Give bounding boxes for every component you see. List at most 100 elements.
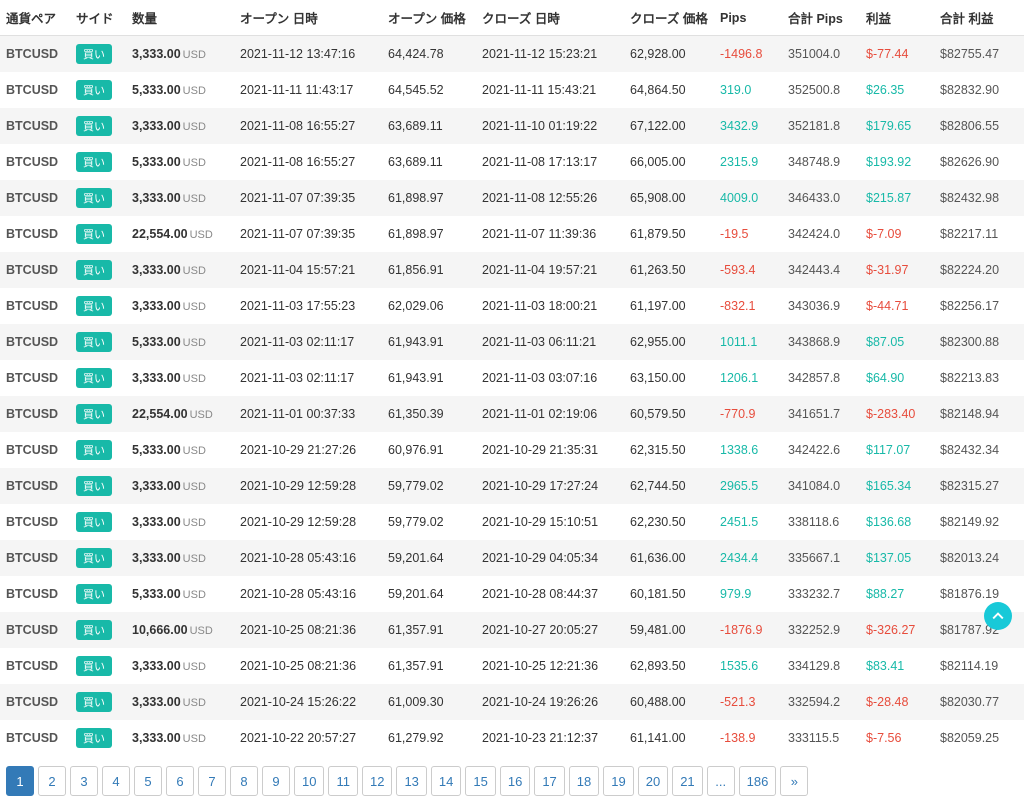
table-row: BTCUSD買い3,333.00USD2021-10-29 12:59:2859… (0, 468, 1024, 504)
cell-open-dt: 2021-10-28 05:43:16 (234, 576, 382, 612)
buy-badge: 買い (76, 44, 112, 64)
col-total-profit[interactable]: 合計 利益 (934, 0, 1024, 36)
table-row: BTCUSD買い22,554.00USD2021-11-01 00:37:336… (0, 396, 1024, 432)
cell-pips: 979.9 (714, 576, 782, 612)
cell-side: 買い (70, 720, 126, 756)
cell-total-pips: 342443.4 (782, 252, 860, 288)
cell-open-dt: 2021-11-03 02:11:17 (234, 360, 382, 396)
cell-pips: -593.4 (714, 252, 782, 288)
table-row: BTCUSD買い3,333.00USD2021-10-24 15:26:2261… (0, 684, 1024, 720)
pagination: 123456789101112131415161718192021...186» (0, 756, 1024, 802)
col-total-pips[interactable]: 合計 Pips (782, 0, 860, 36)
cell-pair: BTCUSD (0, 252, 70, 288)
cell-qty: 5,333.00USD (126, 576, 234, 612)
page-button-14[interactable]: 14 (431, 766, 461, 796)
scroll-to-top-button[interactable] (984, 602, 1012, 630)
page-button-11[interactable]: 11 (328, 766, 358, 796)
buy-badge: 買い (76, 260, 112, 280)
col-open-dt[interactable]: オープン 日時 (234, 0, 382, 36)
cell-pips: 1011.1 (714, 324, 782, 360)
col-side[interactable]: サイド (70, 0, 126, 36)
cell-qty: 3,333.00USD (126, 504, 234, 540)
cell-qty: 5,333.00USD (126, 144, 234, 180)
page-button-19[interactable]: 19 (603, 766, 633, 796)
page-button-9[interactable]: 9 (262, 766, 290, 796)
cell-total-pips: 341651.7 (782, 396, 860, 432)
cell-pair: BTCUSD (0, 108, 70, 144)
cell-pair: BTCUSD (0, 612, 70, 648)
page-button-5[interactable]: 5 (134, 766, 162, 796)
cell-total-profit: $82059.25 (934, 720, 1024, 756)
col-open-price[interactable]: オープン 価格 (382, 0, 476, 36)
cell-close-price: 62,315.50 (624, 432, 714, 468)
cell-side: 買い (70, 540, 126, 576)
table-row: BTCUSD買い3,333.00USD2021-11-03 02:11:1761… (0, 360, 1024, 396)
page-button-13[interactable]: 13 (396, 766, 426, 796)
cell-close-dt: 2021-11-03 06:11:21 (476, 324, 624, 360)
cell-side: 買い (70, 288, 126, 324)
page-button-15[interactable]: 15 (465, 766, 495, 796)
cell-close-price: 62,230.50 (624, 504, 714, 540)
cell-profit: $26.35 (860, 72, 934, 108)
cell-close-dt: 2021-11-08 17:13:17 (476, 144, 624, 180)
page-button-18[interactable]: 18 (569, 766, 599, 796)
page-button-12[interactable]: 12 (362, 766, 392, 796)
page-next-button[interactable]: » (780, 766, 808, 796)
cell-side: 買い (70, 180, 126, 216)
page-button-186[interactable]: 186 (739, 766, 777, 796)
cell-pips: 2451.5 (714, 504, 782, 540)
buy-badge: 買い (76, 152, 112, 172)
cell-open-dt: 2021-11-12 13:47:16 (234, 36, 382, 73)
cell-qty: 3,333.00USD (126, 252, 234, 288)
cell-close-price: 62,744.50 (624, 468, 714, 504)
col-qty[interactable]: 数量 (126, 0, 234, 36)
col-profit[interactable]: 利益 (860, 0, 934, 36)
page-button-3[interactable]: 3 (70, 766, 98, 796)
col-close-price[interactable]: クローズ 価格 (624, 0, 714, 36)
page-button-2[interactable]: 2 (38, 766, 66, 796)
cell-side: 買い (70, 252, 126, 288)
cell-open-dt: 2021-11-03 02:11:17 (234, 324, 382, 360)
cell-total-pips: 342857.8 (782, 360, 860, 396)
col-pips[interactable]: Pips (714, 0, 782, 36)
cell-pips: 3432.9 (714, 108, 782, 144)
page-button-4[interactable]: 4 (102, 766, 130, 796)
page-button-7[interactable]: 7 (198, 766, 226, 796)
cell-profit: $88.27 (860, 576, 934, 612)
cell-close-dt: 2021-10-23 21:12:37 (476, 720, 624, 756)
page-button-21[interactable]: 21 (672, 766, 702, 796)
cell-close-dt: 2021-10-29 17:27:24 (476, 468, 624, 504)
page-button-6[interactable]: 6 (166, 766, 194, 796)
cell-total-profit: $82030.77 (934, 684, 1024, 720)
trades-table: 通貨ペア サイド 数量 オープン 日時 オープン 価格 クローズ 日時 クローズ… (0, 0, 1024, 756)
cell-pips: -832.1 (714, 288, 782, 324)
buy-badge: 買い (76, 368, 112, 388)
page-button-16[interactable]: 16 (500, 766, 530, 796)
cell-close-price: 61,636.00 (624, 540, 714, 576)
page-button-20[interactable]: 20 (638, 766, 668, 796)
col-pair[interactable]: 通貨ペア (0, 0, 70, 36)
page-button-8[interactable]: 8 (230, 766, 258, 796)
cell-open-price: 61,898.97 (382, 216, 476, 252)
cell-close-price: 62,893.50 (624, 648, 714, 684)
cell-close-price: 61,197.00 (624, 288, 714, 324)
cell-close-dt: 2021-11-03 03:07:16 (476, 360, 624, 396)
buy-badge: 買い (76, 476, 112, 496)
cell-qty: 3,333.00USD (126, 720, 234, 756)
page-button-1[interactable]: 1 (6, 766, 34, 796)
cell-profit: $136.68 (860, 504, 934, 540)
cell-open-dt: 2021-10-29 12:59:28 (234, 504, 382, 540)
cell-pair: BTCUSD (0, 396, 70, 432)
cell-open-price: 63,689.11 (382, 108, 476, 144)
cell-side: 買い (70, 36, 126, 73)
cell-pair: BTCUSD (0, 504, 70, 540)
cell-total-pips: 338118.6 (782, 504, 860, 540)
cell-open-price: 61,898.97 (382, 180, 476, 216)
page-ellipsis: ... (707, 766, 735, 796)
page-button-17[interactable]: 17 (534, 766, 564, 796)
table-row: BTCUSD買い5,333.00USD2021-10-28 05:43:1659… (0, 576, 1024, 612)
cell-profit: $-7.56 (860, 720, 934, 756)
col-close-dt[interactable]: クローズ 日時 (476, 0, 624, 36)
page-button-10[interactable]: 10 (294, 766, 324, 796)
cell-total-profit: $82755.47 (934, 36, 1024, 73)
